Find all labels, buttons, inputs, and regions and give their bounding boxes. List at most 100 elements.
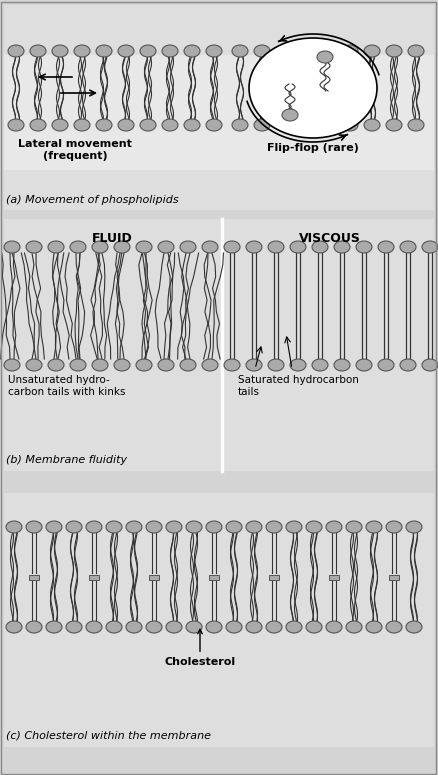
Ellipse shape [166, 621, 182, 633]
Ellipse shape [8, 119, 24, 131]
Text: Unsaturated hydro-
carbon tails with kinks: Unsaturated hydro- carbon tails with kin… [8, 375, 126, 397]
Ellipse shape [254, 45, 270, 57]
Ellipse shape [26, 241, 42, 253]
Text: VISCOUS: VISCOUS [299, 232, 361, 245]
Text: Cholesterol: Cholesterol [164, 629, 236, 667]
Ellipse shape [320, 119, 336, 131]
Ellipse shape [290, 241, 306, 253]
Ellipse shape [86, 521, 102, 533]
Ellipse shape [66, 621, 82, 633]
Ellipse shape [249, 38, 377, 138]
Ellipse shape [226, 521, 242, 533]
Text: FLUID: FLUID [92, 232, 132, 245]
Ellipse shape [232, 45, 248, 57]
Ellipse shape [326, 621, 342, 633]
Ellipse shape [4, 241, 20, 253]
Text: Lateral movement
(frequent): Lateral movement (frequent) [18, 139, 132, 160]
Ellipse shape [406, 521, 422, 533]
Text: (c) Cholesterol within the membrane: (c) Cholesterol within the membrane [6, 731, 211, 741]
Ellipse shape [364, 119, 380, 131]
Ellipse shape [146, 521, 162, 533]
Bar [209, 574, 219, 580]
Ellipse shape [366, 521, 382, 533]
Ellipse shape [162, 119, 178, 131]
Ellipse shape [186, 521, 202, 533]
Ellipse shape [408, 119, 424, 131]
Ellipse shape [386, 119, 402, 131]
Text: (a) Movement of phospholipids: (a) Movement of phospholipids [6, 195, 179, 205]
Ellipse shape [30, 45, 46, 57]
Ellipse shape [356, 359, 372, 371]
Ellipse shape [254, 119, 270, 131]
Ellipse shape [406, 621, 422, 633]
Ellipse shape [206, 45, 222, 57]
Ellipse shape [386, 521, 402, 533]
Ellipse shape [334, 241, 350, 253]
Ellipse shape [326, 521, 342, 533]
Ellipse shape [266, 621, 282, 633]
Ellipse shape [282, 109, 298, 121]
Ellipse shape [136, 359, 152, 371]
FancyBboxPatch shape [4, 219, 434, 471]
Ellipse shape [26, 621, 42, 633]
Ellipse shape [158, 241, 174, 253]
Ellipse shape [290, 359, 306, 371]
FancyBboxPatch shape [4, 493, 434, 747]
Ellipse shape [422, 241, 438, 253]
Ellipse shape [106, 521, 122, 533]
Ellipse shape [184, 45, 200, 57]
Text: Flip-flop (rare): Flip-flop (rare) [267, 143, 359, 153]
Ellipse shape [346, 621, 362, 633]
Ellipse shape [140, 45, 156, 57]
Ellipse shape [114, 359, 130, 371]
Ellipse shape [86, 621, 102, 633]
Ellipse shape [206, 621, 222, 633]
Ellipse shape [276, 45, 292, 57]
Ellipse shape [276, 119, 292, 131]
Ellipse shape [400, 241, 416, 253]
Ellipse shape [106, 621, 122, 633]
Ellipse shape [206, 521, 222, 533]
Ellipse shape [118, 45, 134, 57]
Ellipse shape [162, 45, 178, 57]
Ellipse shape [48, 241, 64, 253]
Ellipse shape [202, 241, 218, 253]
Ellipse shape [246, 621, 262, 633]
Ellipse shape [378, 241, 394, 253]
Ellipse shape [180, 359, 196, 371]
Ellipse shape [126, 621, 142, 633]
FancyBboxPatch shape [4, 5, 434, 210]
Ellipse shape [140, 119, 156, 131]
Ellipse shape [356, 241, 372, 253]
Ellipse shape [366, 621, 382, 633]
Ellipse shape [92, 241, 108, 253]
Ellipse shape [312, 359, 328, 371]
Ellipse shape [184, 119, 200, 131]
Ellipse shape [26, 521, 42, 533]
Ellipse shape [166, 521, 182, 533]
Ellipse shape [306, 621, 322, 633]
Bar [149, 574, 159, 580]
Ellipse shape [306, 521, 322, 533]
FancyBboxPatch shape [4, 55, 434, 170]
Ellipse shape [114, 241, 130, 253]
Ellipse shape [400, 359, 416, 371]
Ellipse shape [268, 359, 284, 371]
Ellipse shape [92, 359, 108, 371]
Ellipse shape [8, 45, 24, 57]
Ellipse shape [66, 521, 82, 533]
Ellipse shape [126, 521, 142, 533]
Ellipse shape [246, 521, 262, 533]
Ellipse shape [378, 359, 394, 371]
Ellipse shape [268, 241, 284, 253]
Bar [29, 574, 39, 580]
Ellipse shape [312, 241, 328, 253]
Ellipse shape [206, 119, 222, 131]
Ellipse shape [246, 241, 262, 253]
Ellipse shape [46, 521, 62, 533]
Ellipse shape [146, 621, 162, 633]
Bar [389, 574, 399, 580]
Ellipse shape [266, 521, 282, 533]
Ellipse shape [232, 119, 248, 131]
Ellipse shape [286, 521, 302, 533]
